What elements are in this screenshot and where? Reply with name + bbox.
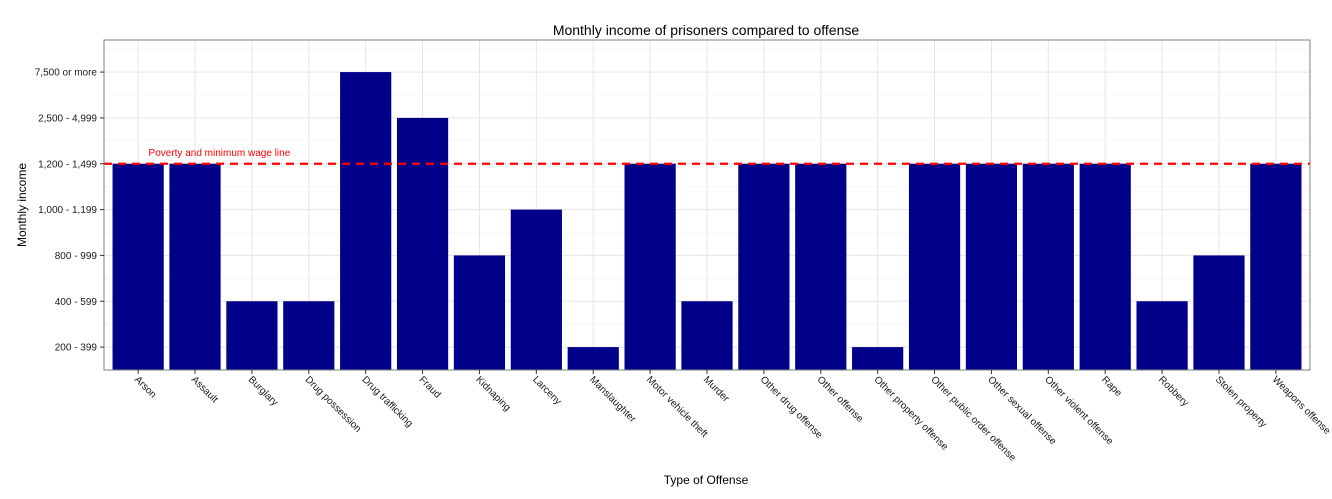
y-tick-label: 2,500 - 4,999 xyxy=(38,113,97,124)
x-tick-label: Stolen property xyxy=(1213,374,1269,430)
x-tick-label: Drug possession xyxy=(303,374,363,434)
x-tick-label: Weapons offense xyxy=(1270,374,1332,437)
x-tick-label: Manslaughter xyxy=(587,374,638,425)
x-tick-label: Rape xyxy=(1099,374,1124,399)
bar-fraud xyxy=(396,117,449,371)
poverty-line-label: Poverty and minimum wage line xyxy=(149,148,291,159)
x-axis-title: Type of Offense xyxy=(664,473,749,487)
bar-arson xyxy=(112,163,164,370)
bar-assault xyxy=(169,163,221,370)
chart-title: Monthly income of prisoners compared to … xyxy=(553,22,860,38)
y-tick-label: 400 - 599 xyxy=(55,297,98,308)
bar-larceny xyxy=(510,209,562,370)
bar-other-offense xyxy=(795,163,847,370)
y-tick-label: 7,500 or more xyxy=(35,68,98,79)
bar-weapons-offense xyxy=(1250,163,1302,370)
x-tick-label: Other offense xyxy=(815,374,866,425)
bar-other-public-order-offense xyxy=(908,163,961,370)
bar-robbery xyxy=(1136,301,1188,370)
bar-other-sexual-offense xyxy=(965,163,1018,370)
bar-stolen-property xyxy=(1193,255,1245,370)
bar-drug-possession xyxy=(283,301,335,370)
bar-other-drug-offense xyxy=(738,163,790,370)
bar-motor-vehicle-theft xyxy=(624,163,676,370)
x-tick-label: Motor vehicle theft xyxy=(644,374,710,440)
x-tick-label: Burglary xyxy=(246,374,280,408)
x-tick-label: Assault xyxy=(189,374,220,405)
x-tick-label: Kidnaping xyxy=(473,374,512,413)
bar-other-violent-offense xyxy=(1022,163,1074,370)
y-tick-label: 1,000 - 1,199 xyxy=(38,205,97,216)
x-tick-label: Drug trafficking xyxy=(360,374,415,429)
bar-drug-trafficking xyxy=(340,72,392,370)
x-axis: Arson Assault Burglary Drug possessionDrug … xyxy=(132,370,1332,464)
bar-other-property-offense xyxy=(852,347,904,370)
y-tick-label: 200 - 399 xyxy=(55,343,98,354)
x-tick-label: Other drug offense xyxy=(758,374,825,441)
bars xyxy=(112,72,1302,371)
bar-rape xyxy=(1079,163,1131,370)
bar-manslaughter xyxy=(567,347,619,370)
y-tick-label: 1,200 - 1,499 xyxy=(38,159,97,170)
bar-burglary xyxy=(226,301,278,370)
y-axis-title: Monthly income xyxy=(15,163,29,247)
bar-kidnaping xyxy=(453,255,506,370)
y-tick-label: 800 - 999 xyxy=(55,251,98,262)
y-axis: 200 - 399 400 - 599 800 - 999 1,000 - 1,199… xyxy=(35,68,104,354)
x-tick-label: Arson xyxy=(132,374,158,400)
x-tick-label: Fraud xyxy=(416,374,442,400)
x-tick-label: Larceny xyxy=(530,374,563,407)
x-tick-label: Murder xyxy=(701,374,732,405)
bar-murder xyxy=(681,301,733,370)
x-tick-label: Robbery xyxy=(1156,374,1191,409)
